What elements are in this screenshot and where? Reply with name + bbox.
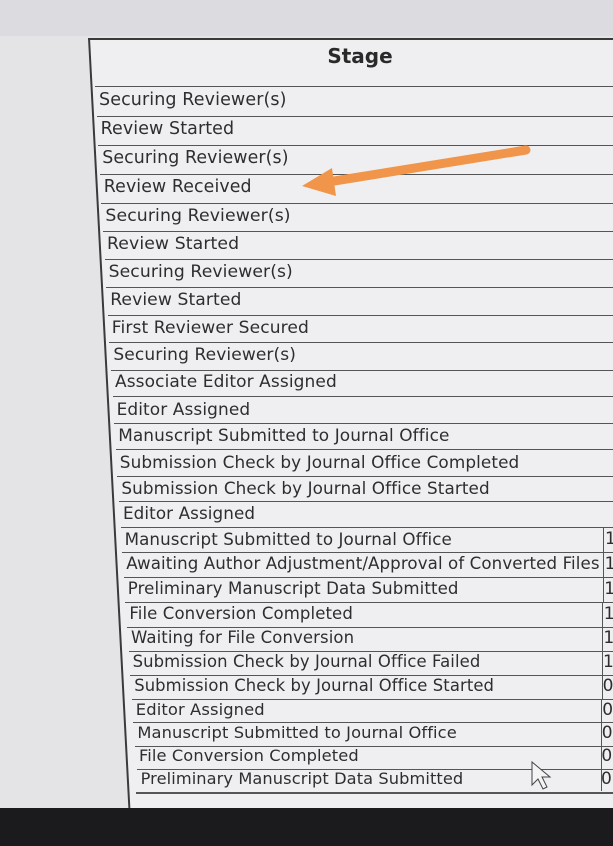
second-column-cell: 07 (601, 769, 613, 790)
second-column-cell: 0 (602, 699, 613, 720)
row-divider (112, 396, 613, 398)
row-divider (107, 314, 613, 316)
column-divider (600, 768, 602, 792)
row-divider (96, 115, 613, 117)
row-divider (115, 449, 613, 451)
stage-cell: First Reviewer Secured (111, 317, 309, 338)
row-divider (95, 86, 613, 88)
row-divider (136, 792, 613, 795)
row-divider (125, 602, 613, 604)
row-divider (128, 651, 613, 653)
column-header-stage: Stage (327, 44, 393, 68)
stage-cell: Manuscript Submitted to Journal Office (137, 723, 457, 743)
row-divider (114, 423, 613, 425)
column-divider (602, 552, 604, 578)
second-column-cell: 07 (601, 723, 613, 744)
stage-cell: Manuscript Submitted to Journal Office (118, 425, 450, 446)
second-column-cell: 1 (604, 578, 613, 599)
second-column-cell: 1 (605, 528, 613, 549)
second-column-cell: 07 (601, 746, 613, 767)
second-column-cell: 0 (602, 676, 613, 697)
row-divider (120, 527, 613, 529)
row-divider (109, 342, 613, 344)
stage-cell: Securing Reviewer(s) (102, 148, 289, 169)
second-column-cell: 10 (603, 652, 613, 673)
stage-cell: Securing Reviewer(s) (105, 205, 291, 226)
stage-cell: Securing Reviewer(s) (99, 90, 287, 110)
stage-cell: Review Received (103, 177, 252, 198)
stage-cell: Preliminary Manuscript Data Submitted (140, 769, 464, 789)
stage-cell: Securing Reviewer(s) (113, 344, 296, 365)
row-divider (117, 475, 613, 477)
stage-cell: Submission Check by Journal Office Start… (121, 477, 490, 498)
stage-cell: Submission Check by Journal Office Faile… (132, 652, 481, 672)
row-divider (101, 202, 613, 204)
stage-cell: File Conversion Completed (129, 603, 353, 623)
row-divider (119, 501, 613, 503)
row-divider (122, 552, 613, 554)
column-divider (601, 675, 603, 699)
row-divider (127, 626, 613, 628)
row-divider (111, 369, 613, 371)
second-column-cell: 1 (603, 628, 613, 648)
stage-cell: Editor Assigned (123, 503, 256, 524)
column-divider (601, 651, 603, 676)
stage-cell: Associate Editor Assigned (115, 372, 337, 392)
second-column-cell: 1 (604, 553, 613, 574)
column-divider (603, 527, 604, 553)
second-column-cell: 1 (603, 603, 613, 624)
column-divider (601, 722, 602, 746)
stage-cell: Securing Reviewer(s) (108, 262, 293, 283)
stage-cell: Awaiting Author Adjustment/Approval of C… (126, 553, 600, 573)
row-divider (123, 577, 613, 579)
column-divider (602, 602, 604, 627)
screen-top-area (0, 0, 613, 36)
column-divider (602, 577, 604, 603)
column-divider (600, 745, 602, 769)
row-divider (104, 259, 613, 261)
row-divider (136, 768, 613, 770)
row-divider (135, 745, 613, 747)
stage-cell: File Conversion Completed (139, 746, 359, 766)
column-divider (602, 626, 603, 652)
stage-cell: Review Started (100, 119, 235, 140)
stage-cell: Review Started (107, 234, 240, 255)
row-divider (131, 698, 613, 700)
monitor-bezel (0, 808, 613, 846)
stage-cell: Editor Assigned (116, 398, 251, 419)
row-divider (106, 287, 613, 289)
stage-cell: Manuscript Submitted to Journal Office (124, 528, 452, 549)
row-divider (130, 675, 613, 677)
stage-cell: Submission Check by Journal Office Compl… (119, 451, 520, 472)
stage-cell: Waiting for File Conversion (131, 628, 355, 647)
stage-cell: Editor Assigned (135, 699, 265, 719)
stage-cell: Preliminary Manuscript Data Submitted (127, 578, 459, 598)
stage-cell: Submission Check by Journal Office Start… (134, 676, 495, 696)
row-divider (98, 144, 613, 146)
row-divider (103, 231, 613, 233)
stage-cell: Review Started (110, 290, 242, 311)
column-divider (601, 698, 603, 723)
row-divider (133, 722, 613, 724)
